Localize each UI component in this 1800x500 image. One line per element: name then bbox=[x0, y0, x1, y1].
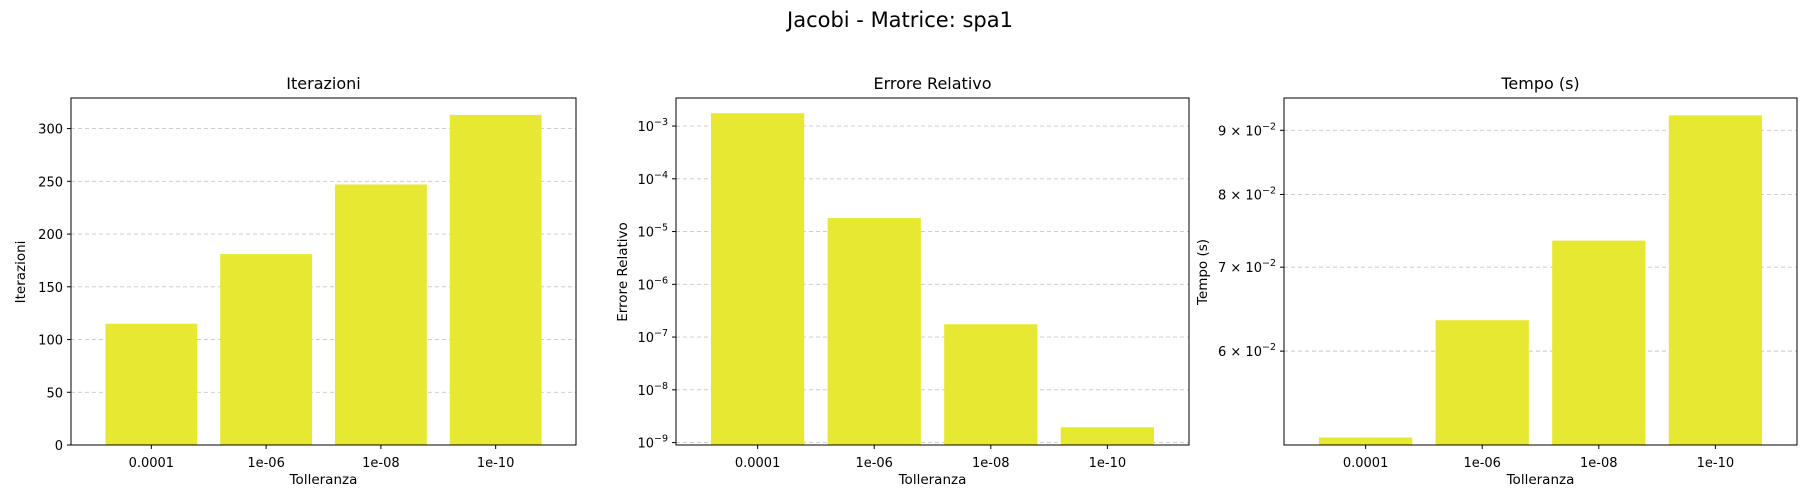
chart-title: Errore Relativo bbox=[873, 74, 991, 93]
x-tick-label: 1e-10 bbox=[1697, 456, 1735, 471]
y-tick-label: 0 bbox=[55, 439, 63, 454]
x-tick-label: 0.0001 bbox=[129, 456, 175, 471]
x-tick-label: 0.0001 bbox=[735, 456, 781, 471]
y-tick-label: 10−4 bbox=[637, 170, 668, 188]
y-tick-label: 9 × 10−2 bbox=[1218, 121, 1276, 139]
axes-frame bbox=[1283, 97, 1798, 446]
bar bbox=[1318, 437, 1413, 445]
y-tick-label: 100 bbox=[38, 334, 63, 349]
y-tick-label: 200 bbox=[38, 228, 63, 243]
y-axis-label: Errore Relativo bbox=[615, 222, 631, 322]
bar bbox=[1668, 115, 1763, 445]
x-tick-label: 1e-08 bbox=[362, 456, 400, 471]
y-tick-label: 300 bbox=[38, 123, 63, 138]
x-tick-label: 0.0001 bbox=[1343, 456, 1389, 471]
bar bbox=[827, 218, 921, 445]
x-tick-label: 1e-08 bbox=[1580, 456, 1618, 471]
y-tick-label: 10−7 bbox=[637, 328, 668, 346]
x-axis-label: Tolleranza bbox=[289, 472, 358, 488]
y-tick-label: 50 bbox=[46, 386, 63, 401]
axes-frame bbox=[70, 97, 577, 446]
bar bbox=[710, 113, 805, 446]
bar bbox=[1435, 320, 1529, 445]
x-tick-label: 1e-08 bbox=[972, 456, 1010, 471]
y-tick-label: 8 × 10−2 bbox=[1218, 185, 1276, 203]
chart-title: Tempo (s) bbox=[1500, 74, 1579, 93]
chart-title: Iterazioni bbox=[286, 74, 360, 93]
x-tick-label: 1e-06 bbox=[1463, 456, 1501, 471]
x-axis-label: Tolleranza bbox=[1506, 472, 1575, 488]
bar bbox=[1060, 427, 1155, 445]
x-axis-label: Tolleranza bbox=[898, 472, 967, 488]
y-tick-label: 10−5 bbox=[637, 223, 668, 241]
y-axis-label: Tempo (s) bbox=[1195, 239, 1211, 306]
y-axis-label: Iterazioni bbox=[13, 241, 29, 304]
bar bbox=[1552, 240, 1646, 445]
x-tick-label: 1e-06 bbox=[855, 456, 893, 471]
y-tick-label: 10−8 bbox=[637, 381, 668, 399]
panel-tempo: Tempo (s) Tolleranza Tempo (s) 0.0001 1e-… bbox=[1195, 74, 1798, 488]
bar bbox=[944, 324, 1038, 445]
y-tick-label: 6 × 10−2 bbox=[1218, 342, 1276, 360]
y-tick-label: 10−9 bbox=[637, 434, 668, 452]
x-tick-label: 1e-10 bbox=[477, 456, 515, 471]
bar bbox=[334, 184, 427, 445]
figure-title: Jacobi - Matrice: spa1 bbox=[785, 8, 1013, 32]
bar bbox=[220, 254, 313, 445]
bar bbox=[449, 114, 542, 446]
axes-frame bbox=[675, 97, 1190, 446]
y-tick-label: 150 bbox=[38, 281, 63, 296]
y-tick-label: 10−3 bbox=[637, 117, 668, 135]
x-tick-label: 1e-06 bbox=[247, 456, 285, 471]
bar bbox=[105, 323, 198, 445]
y-tick-label: 10−6 bbox=[637, 275, 668, 293]
y-tick-label: 250 bbox=[38, 175, 63, 190]
y-tick-label: 7 × 10−2 bbox=[1218, 258, 1276, 276]
panel-errore-relativo: Errore Relativo Tolleranza Errore Relati… bbox=[615, 74, 1190, 488]
panel-iterazioni: Iterazioni Tolleranza Iterazioni 0.0001 1… bbox=[13, 74, 577, 488]
x-tick-label: 1e-10 bbox=[1089, 456, 1127, 471]
